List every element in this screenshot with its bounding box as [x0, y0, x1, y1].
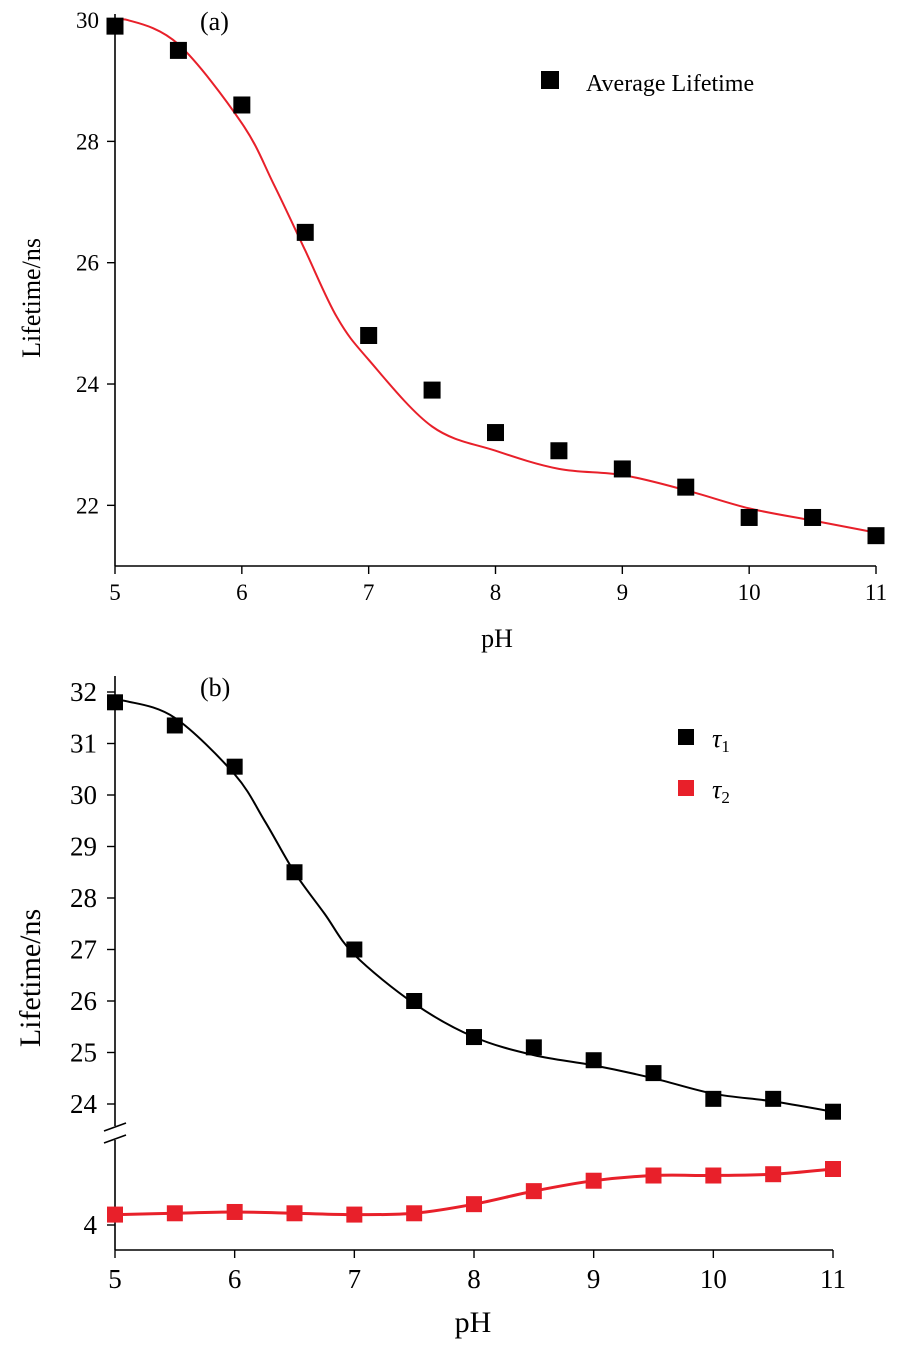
panel-b: 5 6 7 8 9 10 11 24 25 26 27 28 29 30 31 32 4 (b) pH Life…	[14, 673, 846, 1339]
panel-b-data-point-tau1	[226, 758, 243, 775]
panel-a-data-point	[169, 41, 187, 59]
panel-b-axis-break-mark	[103, 1134, 127, 1144]
panel-b-data-point-tau2	[226, 1203, 243, 1220]
panel-a-label: (a)	[200, 7, 229, 36]
panel-b-x-tick-label: 11	[820, 1264, 846, 1294]
panel-b-fit-curves	[114, 699, 834, 1217]
panel-b-data-point-tau2	[525, 1183, 542, 1200]
panel-b-y-axis-title: Lifetime/ns	[14, 909, 47, 1047]
panel-b-y-tick-label: 26	[70, 986, 97, 1016]
panel-b-data-point-tau1	[525, 1039, 542, 1056]
panel-a: 5 6 7 8 9 10 11 22 24 26 28 30 (a) pH Lifetime/ns A…	[17, 7, 887, 653]
panel-a-data-point	[360, 326, 378, 344]
panel-b-legend-label-tau1: τ1	[712, 724, 730, 756]
panel-a-y-tick-label: 24	[76, 372, 100, 397]
panel-b-x-axis-title: pH	[455, 1306, 492, 1339]
panel-b-y-tick-label: 29	[70, 832, 97, 862]
panel-b-data-point-tau2	[585, 1172, 602, 1189]
panel-b-data-point-tau2	[166, 1205, 183, 1222]
panel-a-data-point	[296, 223, 314, 241]
panel-a-x-tick-label: 10	[738, 580, 761, 605]
panel-b-x-tick-label: 6	[228, 1264, 242, 1294]
panel-a-data-point	[867, 527, 885, 545]
panel-b-data-point-tau2	[286, 1205, 303, 1222]
panel-a-data-point	[423, 381, 441, 399]
panel-a-data-point	[740, 508, 758, 526]
panel-b-data-point-tau2	[107, 1206, 123, 1223]
panel-b-data-point-tau1	[645, 1065, 662, 1082]
panel-b-data-point-tau1	[286, 864, 303, 881]
panel-b-legend-tau1-subscript: 1	[721, 737, 730, 756]
panel-b-legend-tau2-symbol: τ	[712, 775, 723, 804]
panel-b-y-tick-label: 28	[70, 883, 97, 913]
panel-b-x-tick-label: 7	[348, 1264, 362, 1294]
panel-a-fit-curve	[114, 18, 877, 534]
panel-b-axis-break-mark	[103, 1122, 127, 1132]
panel-a-data-point	[613, 460, 631, 478]
panel-b-data-point-tau2	[825, 1161, 841, 1177]
panel-a-y-tick-label: 30	[76, 8, 99, 33]
panel-b-y-tick-label: 30	[70, 780, 97, 810]
panel-b-legend-tau1-symbol: τ	[712, 724, 723, 753]
panel-b-y-tick-label: 25	[70, 1038, 97, 1068]
panel-b-axes: 5 6 7 8 9 10 11 24 25 26 27 28 29 30 31 32 4	[70, 676, 846, 1294]
panel-b-y-tick-label: 27	[70, 935, 97, 965]
panel-b-data-point-tau2	[346, 1206, 363, 1223]
panel-b-y-tick-label: 4	[84, 1210, 98, 1240]
panel-b-x-tick-label: 10	[700, 1264, 727, 1294]
panel-b-data-point-tau1	[166, 717, 183, 734]
panel-a-x-tick-label: 8	[490, 580, 502, 605]
panel-a-y-tick-label: 26	[76, 251, 99, 276]
panel-a-points	[106, 17, 885, 545]
panel-a-y-axis-title: Lifetime/ns	[17, 238, 46, 358]
panel-b-data-point-tau2	[645, 1167, 662, 1184]
panel-a-x-tick-label: 9	[617, 580, 629, 605]
panel-b-legend-marker-tau2	[678, 780, 694, 796]
panel-a-fit-curves	[114, 18, 877, 534]
panel-a-legend: Average Lifetime	[541, 71, 754, 97]
panel-a-y-tick-label: 22	[76, 493, 99, 518]
panel-b-y-tick-label: 24	[70, 1089, 98, 1119]
panel-b-data-point-tau1	[765, 1090, 782, 1107]
panel-a-x-tick-label: 5	[109, 580, 121, 605]
panel-a-x-tick-label: 6	[236, 580, 248, 605]
panel-b-data-point-tau2	[466, 1196, 482, 1213]
panel-b-data-point-tau2	[765, 1166, 782, 1183]
panel-b-data-point-tau1	[705, 1090, 722, 1107]
panel-a-data-point	[677, 478, 695, 496]
panel-b-legend-label-tau2: τ2	[712, 775, 730, 807]
panel-b-data-point-tau2	[705, 1167, 722, 1184]
panel-b-data-point-tau1	[585, 1052, 602, 1069]
panel-b-data-point-tau1	[107, 694, 123, 711]
panel-a-legend-marker	[541, 71, 559, 89]
panel-a-data-point	[550, 442, 568, 460]
panel-a-x-tick-label: 11	[865, 580, 887, 605]
panel-a-data-point	[804, 508, 822, 526]
panel-a-data-point	[106, 17, 124, 35]
panel-a-y-tick-label: 28	[76, 129, 99, 154]
panel-b-x-tick-label: 5	[108, 1264, 122, 1294]
panel-b-y-tick-label: 32	[70, 677, 97, 707]
panel-b-data-point-tau1	[346, 941, 363, 958]
panel-a-data-point	[487, 424, 504, 442]
panel-b-data-point-tau1	[406, 993, 423, 1009]
panel-b-x-tick-label: 8	[467, 1264, 481, 1294]
panel-a-x-axis-title: pH	[481, 624, 513, 653]
panel-a-legend-label: Average Lifetime	[586, 71, 754, 97]
panel-b-legend-marker-tau1	[678, 729, 694, 745]
panel-b-legend: τ1 τ2	[678, 724, 730, 807]
panel-b-points	[107, 694, 841, 1223]
panel-a-axes: 5 6 7 8 9 10 11 22 24 26 28 30	[76, 8, 887, 605]
panel-b-legend-tau2-subscript: 2	[721, 788, 730, 807]
panel-b-label: (b)	[200, 673, 230, 702]
panel-a-x-tick-label: 7	[363, 580, 375, 605]
panel-b-data-point-tau2	[406, 1205, 423, 1222]
panel-a-data-point	[233, 96, 251, 114]
panel-b-x-tick-label: 9	[587, 1264, 601, 1294]
panel-b-data-point-tau1	[825, 1103, 841, 1120]
panel-b-fit-curve-tau1	[114, 699, 834, 1113]
panel-b-data-point-tau1	[466, 1029, 482, 1046]
panel-b-y-tick-label: 31	[70, 729, 97, 759]
